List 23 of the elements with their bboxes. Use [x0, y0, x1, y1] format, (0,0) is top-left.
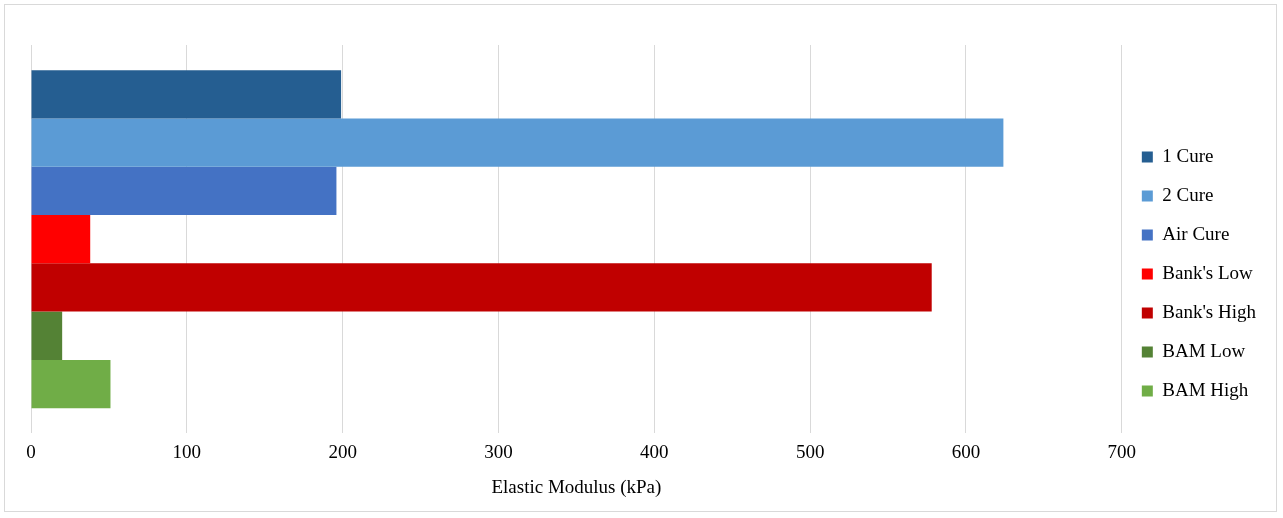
- x-tick-label: 0: [26, 440, 36, 462]
- x-tick-label: 600: [951, 440, 981, 462]
- x-tick-label: 200: [328, 440, 357, 462]
- bar: [31, 359, 111, 409]
- x-axis-title: Elastic Modulus (kPa): [491, 475, 662, 498]
- legend-label: 1 Cure: [1162, 144, 1214, 166]
- legend-label: Air Cure: [1162, 222, 1230, 244]
- bar: [31, 263, 932, 312]
- legend-label: BAM High: [1162, 378, 1249, 400]
- bar: [31, 311, 63, 360]
- x-tick-label: 100: [172, 440, 202, 462]
- x-tick-label: 700: [1107, 440, 1137, 462]
- x-tick-label: 400: [640, 440, 669, 462]
- bar: [31, 215, 91, 264]
- bar: [31, 166, 337, 216]
- legend-label: BAM Low: [1162, 339, 1246, 361]
- bar: [31, 118, 1004, 167]
- x-tick-label: 500: [795, 440, 825, 462]
- legend-label: 2 Cure: [1162, 183, 1214, 205]
- x-tick-label: 300: [484, 440, 513, 462]
- bar: [31, 70, 342, 119]
- legend-label: Bank's Low: [1162, 261, 1254, 283]
- legend-label: Bank's High: [1162, 300, 1257, 322]
